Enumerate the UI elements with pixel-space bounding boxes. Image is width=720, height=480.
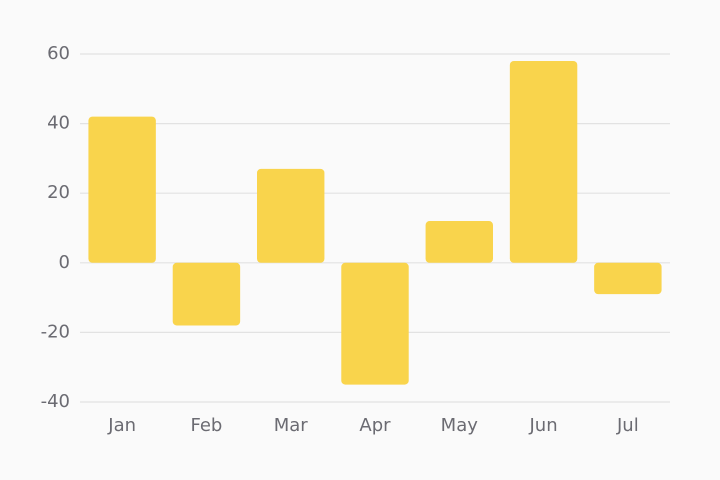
x-tick-label: Apr — [359, 415, 391, 436]
bar — [425, 221, 493, 263]
x-tick-label: Feb — [190, 415, 222, 436]
bar — [172, 262, 241, 326]
y-tick-label: 20 — [47, 182, 70, 203]
y-tick-label: -20 — [41, 321, 70, 342]
bar — [509, 60, 578, 263]
x-tick-label: Mar — [274, 415, 309, 436]
y-tick-label: -40 — [41, 391, 70, 412]
bar — [341, 262, 409, 385]
x-tick-label: May — [441, 415, 479, 436]
x-tick-label: Jun — [529, 415, 558, 436]
y-tick-label: 0 — [59, 252, 70, 273]
bar — [88, 116, 156, 263]
bar — [594, 262, 662, 295]
x-tick-label: Jul — [616, 415, 639, 436]
y-tick-label: 60 — [47, 43, 70, 64]
y-tick-label: 40 — [47, 113, 70, 134]
x-tick-label: Jan — [107, 415, 136, 436]
bar — [257, 168, 325, 263]
